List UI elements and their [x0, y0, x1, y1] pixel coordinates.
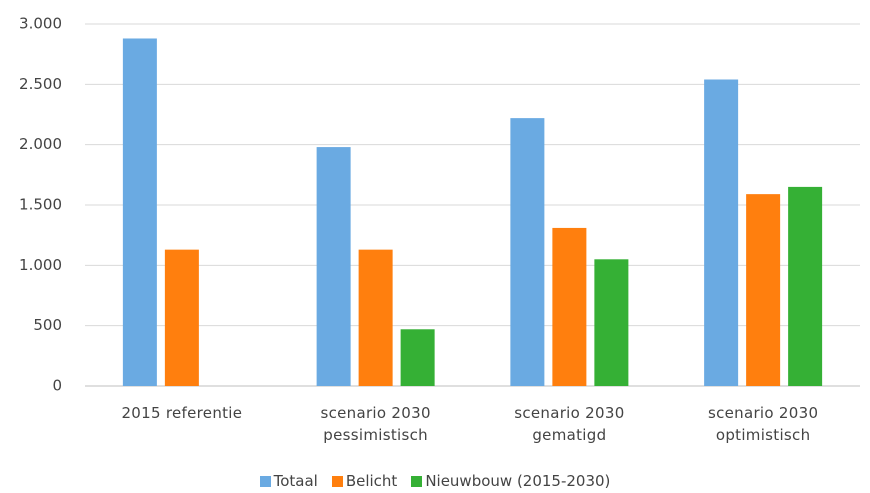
y-tick-label: 2.500 [19, 75, 62, 93]
legend-swatch [411, 475, 423, 487]
y-tick-label: 3.000 [19, 15, 62, 33]
bar [400, 329, 435, 386]
y-tick-label: 500 [33, 316, 62, 334]
legend-item: Nieuwbouw (2015-2030) [411, 472, 610, 490]
bar [552, 227, 587, 386]
legend-item: Belicht [331, 472, 398, 490]
legend-swatch [259, 475, 271, 487]
bar [594, 259, 629, 386]
legend-item: Totaal [259, 472, 318, 490]
bar [788, 186, 823, 386]
bar [122, 38, 157, 386]
legend-label: Belicht [345, 472, 398, 490]
legend-label: Nieuwbouw (2015-2030) [425, 472, 611, 490]
y-tick-label: 2.000 [19, 135, 62, 153]
x-tick-label: scenario 2030 gematigd [514, 404, 625, 444]
bar [510, 118, 545, 387]
y-tick-label: 1.000 [19, 256, 62, 274]
bar [746, 194, 781, 386]
legend-swatch [331, 475, 343, 487]
y-tick-label: 0 [52, 377, 62, 395]
legend-label: Totaal [273, 472, 318, 490]
bar [704, 79, 739, 387]
legend: Totaal Belicht Nieuwbouw (2015-2030) [0, 472, 870, 490]
x-tick-label: scenario 2030 pessimistisch [320, 404, 431, 444]
y-tick-label: 1.500 [19, 196, 62, 214]
x-tick-label: 2015 referentie [121, 404, 243, 422]
x-tick-label: scenario 2030 optimistisch [707, 404, 819, 444]
bar [316, 147, 351, 386]
bar [164, 249, 199, 386]
bar [358, 249, 393, 386]
